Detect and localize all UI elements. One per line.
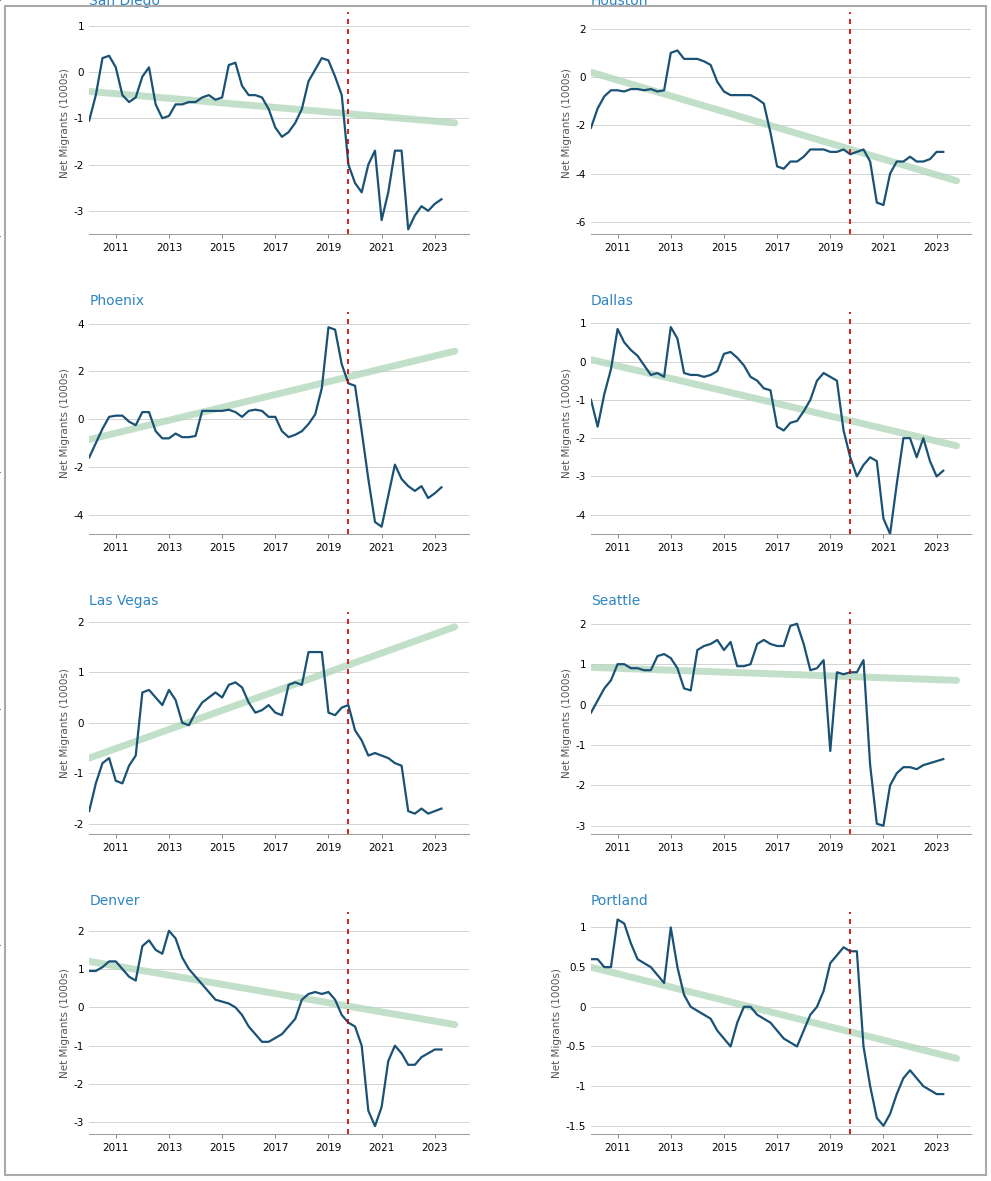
- Y-axis label: Net Migrants (1000s): Net Migrants (1000s): [59, 368, 69, 478]
- Text: Houston: Houston: [591, 0, 648, 8]
- Text: Dallas: Dallas: [591, 294, 634, 308]
- Text: San Diego: San Diego: [89, 0, 161, 8]
- Text: Phoenix: Phoenix: [89, 294, 144, 308]
- Text: Las Vegas: Las Vegas: [89, 594, 159, 608]
- Y-axis label: Net Migrants (1000s): Net Migrants (1000s): [552, 967, 562, 1077]
- Y-axis label: Net Migrants (1000s): Net Migrants (1000s): [59, 667, 69, 777]
- Text: Portland: Portland: [591, 894, 649, 908]
- Y-axis label: Net Migrants (1000s): Net Migrants (1000s): [562, 368, 572, 478]
- Y-axis label: Net Migrants (1000s): Net Migrants (1000s): [59, 68, 69, 178]
- Text: Denver: Denver: [89, 894, 140, 908]
- Text: Seattle: Seattle: [591, 594, 640, 608]
- Y-axis label: Net Migrants (1000s): Net Migrants (1000s): [562, 68, 572, 178]
- Y-axis label: Net Migrants (1000s): Net Migrants (1000s): [59, 967, 69, 1077]
- Y-axis label: Net Migrants (1000s): Net Migrants (1000s): [562, 667, 572, 777]
